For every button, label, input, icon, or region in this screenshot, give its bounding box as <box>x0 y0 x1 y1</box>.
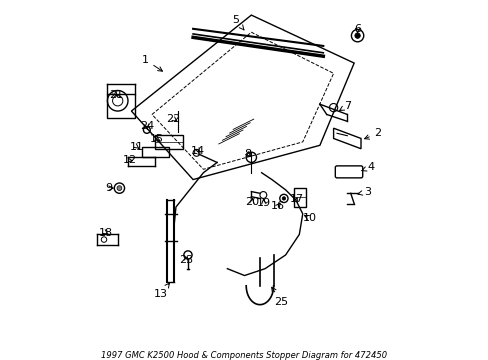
Text: 11: 11 <box>129 142 143 152</box>
Text: 9: 9 <box>105 183 113 193</box>
Text: 19: 19 <box>256 198 270 208</box>
Text: 16: 16 <box>270 201 285 211</box>
Text: 18: 18 <box>99 228 113 238</box>
Circle shape <box>117 186 122 190</box>
Text: 13: 13 <box>153 283 169 300</box>
Text: 21: 21 <box>109 90 123 100</box>
Text: 20: 20 <box>244 197 259 207</box>
Text: 3: 3 <box>357 186 370 197</box>
Text: 4: 4 <box>361 162 374 172</box>
Text: 8: 8 <box>244 149 251 159</box>
Text: 1: 1 <box>142 55 162 71</box>
Text: 22: 22 <box>166 114 181 124</box>
Text: 10: 10 <box>302 213 316 223</box>
Text: 6: 6 <box>353 24 360 34</box>
Text: 2: 2 <box>364 128 381 139</box>
Text: 17: 17 <box>289 194 303 204</box>
Text: 7: 7 <box>339 101 350 111</box>
Text: 12: 12 <box>122 156 137 165</box>
Circle shape <box>282 197 285 200</box>
Text: 5: 5 <box>232 15 244 30</box>
Text: 23: 23 <box>179 255 193 265</box>
Text: 15: 15 <box>150 134 164 144</box>
Circle shape <box>354 33 360 39</box>
Text: 24: 24 <box>140 121 154 131</box>
Text: 14: 14 <box>191 146 205 156</box>
Text: 25: 25 <box>271 287 288 307</box>
Text: 1997 GMC K2500 Hood & Components Stopper Diagram for 472450: 1997 GMC K2500 Hood & Components Stopper… <box>101 351 387 360</box>
